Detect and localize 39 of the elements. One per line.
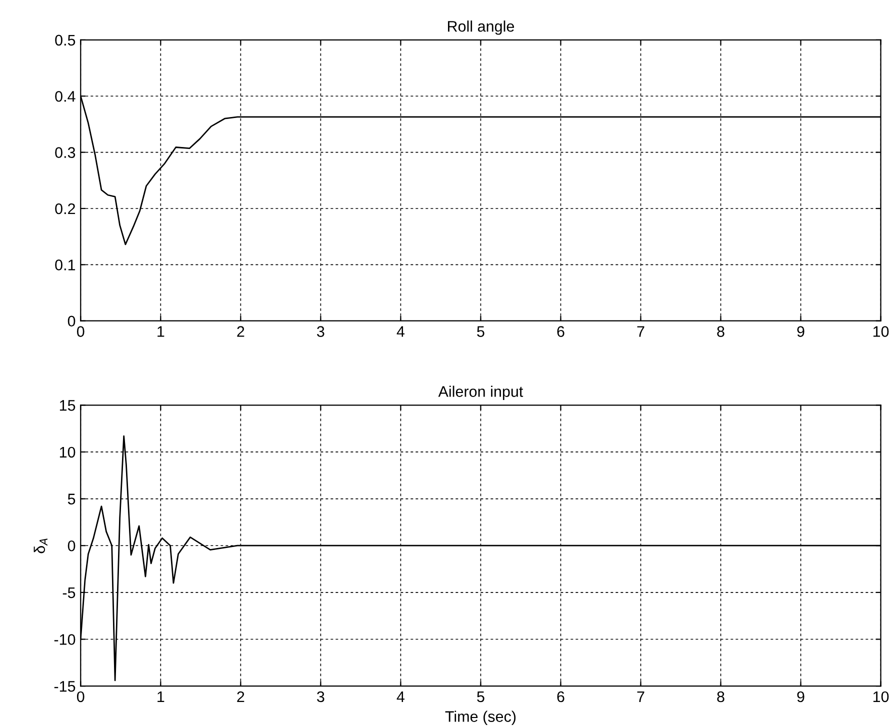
y-tick-label: 15: [60, 400, 76, 411]
y-tick-label: -10: [54, 634, 76, 645]
x-tick-label: 5: [477, 326, 484, 337]
y-tick-label: 0: [68, 540, 76, 552]
chart-title: Aileron input: [438, 386, 524, 400]
y-tick-label: 10: [60, 446, 76, 458]
x-tick-label: 1: [158, 691, 164, 702]
y-tick-label: 0.5: [55, 34, 76, 46]
y-tick-label: 0.3: [55, 147, 76, 158]
x-tick-label: 7: [637, 691, 644, 702]
x-tick-label: 0: [76, 326, 84, 337]
y-tick-label: 0.1: [55, 260, 76, 270]
x-tick-label: 9: [797, 691, 804, 702]
x-tick-label: 2: [237, 326, 244, 337]
y-axis-title: δ$_{A}$: [34, 538, 48, 554]
x-tick-label: 6: [557, 691, 564, 702]
y-tick-label: 0: [68, 316, 76, 327]
x-tick-label: 0: [76, 691, 84, 702]
x-tick-label: 10: [873, 691, 889, 702]
x-tick-label: 7: [637, 326, 644, 337]
x-tick-label: 5: [477, 691, 484, 702]
x-tick-label: 4: [396, 691, 404, 702]
chart-title: Roll angle: [448, 20, 514, 35]
x-tick-label: 6: [557, 326, 564, 337]
y-tick-label: 0.4: [55, 90, 76, 102]
x-tick-label: 3: [317, 691, 324, 702]
x-tick-label: 1: [158, 326, 164, 337]
x-axis-title: Time (sec): [445, 710, 516, 725]
x-tick-label: 9: [797, 326, 804, 337]
y-tick-label: -5: [62, 587, 76, 598]
y-tick-label: 0.2: [55, 203, 76, 214]
x-tick-label: 8: [717, 691, 724, 702]
x-tick-label: 4: [396, 326, 404, 337]
y-tick-label: -15: [54, 681, 76, 692]
x-tick-label: 2: [237, 691, 244, 702]
x-tick-label: 3: [317, 326, 324, 337]
x-tick-label: 10: [873, 326, 889, 337]
x-tick-label: 8: [717, 326, 724, 337]
y-tick-label: 5: [68, 494, 76, 504]
